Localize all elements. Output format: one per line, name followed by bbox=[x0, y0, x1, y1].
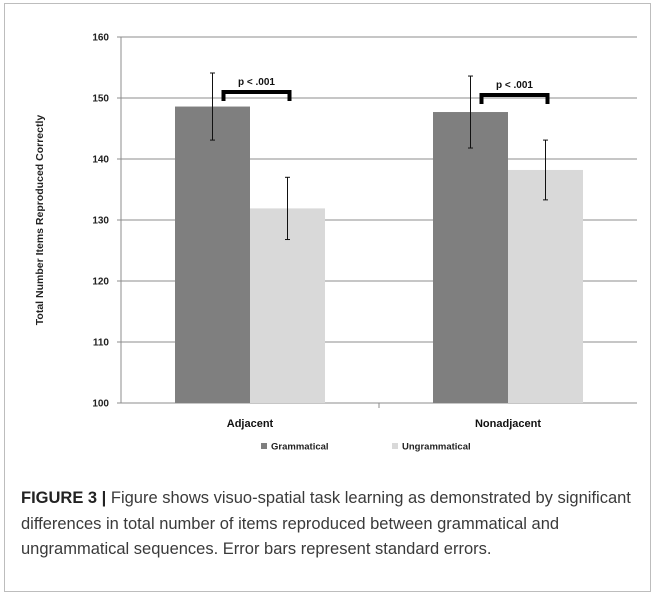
bar-grammatical-adjacent bbox=[175, 106, 250, 403]
legend-label: Ungrammatical bbox=[402, 442, 471, 453]
bar-ungrammatical-nonadjacent bbox=[508, 169, 583, 403]
y-tick-label: 120 bbox=[92, 277, 109, 288]
y-tick-label: 140 bbox=[92, 155, 109, 166]
y-axis-label: Total Number Items Reproduced Correctly bbox=[34, 115, 46, 326]
bar-chart: 100 110 120 130 140 150 160 Adjacent p < .001 Non… bbox=[34, 33, 637, 453]
legend-swatch bbox=[392, 443, 398, 449]
y-tick-label: 130 bbox=[92, 216, 109, 227]
figure-panel: 100 110 120 130 140 150 160 Adjacent p < .001 Non… bbox=[4, 3, 651, 592]
bar-grammatical-nonadjacent bbox=[433, 112, 508, 403]
significance-bracket bbox=[221, 89, 292, 101]
category-label: Nonadjacent bbox=[475, 418, 541, 430]
category-label: Adjacent bbox=[227, 418, 274, 430]
caption-text: Figure shows visuo-spatial task learning… bbox=[21, 489, 631, 558]
y-tick-label: 150 bbox=[92, 94, 109, 105]
y-tick-label: 160 bbox=[92, 33, 109, 44]
significance-label: p < .001 bbox=[238, 77, 275, 88]
figure-caption: FIGURE 3 | Figure shows visuo-spatial ta… bbox=[21, 486, 637, 563]
significance-label: p < .001 bbox=[496, 80, 533, 91]
legend-swatch bbox=[261, 443, 267, 449]
y-tick-label: 110 bbox=[93, 338, 110, 349]
caption-label: FIGURE 3 | bbox=[21, 489, 107, 507]
legend-label: Grammatical bbox=[271, 442, 329, 453]
y-tick-label: 100 bbox=[92, 399, 109, 410]
bar-ungrammatical-adjacent bbox=[250, 208, 325, 403]
significance-bracket bbox=[479, 93, 550, 105]
